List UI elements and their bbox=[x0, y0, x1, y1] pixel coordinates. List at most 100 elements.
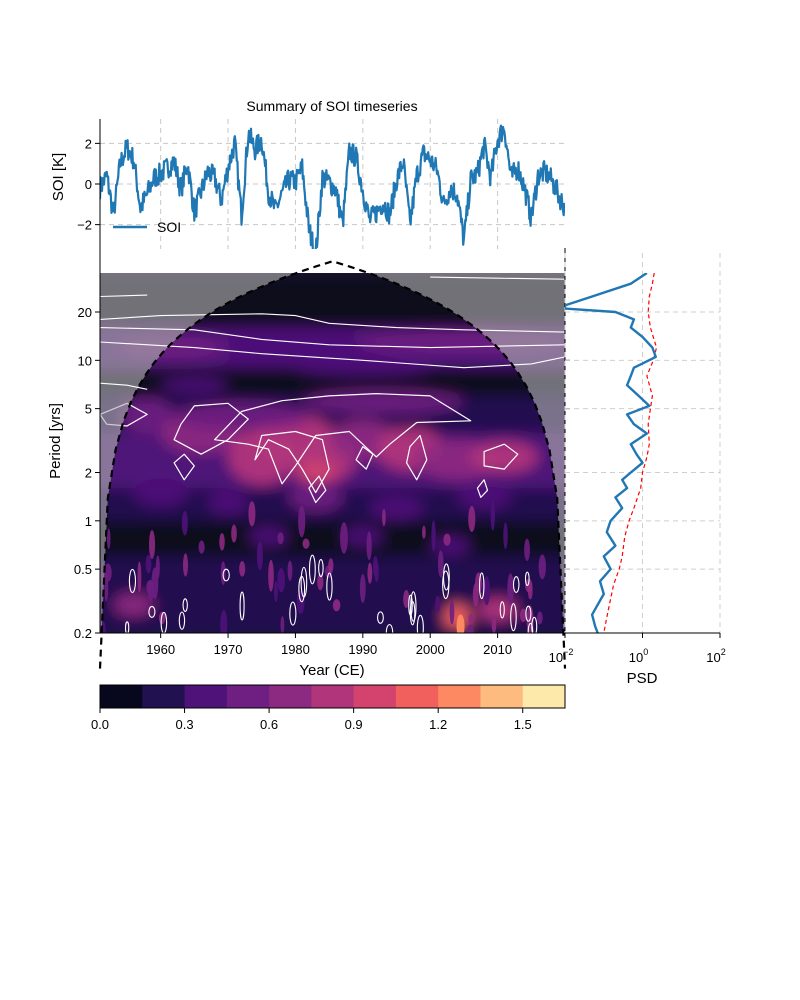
cone-of-influence-shading bbox=[100, 273, 565, 633]
hf-streak-1 bbox=[287, 560, 293, 581]
colorbar-tick-label-1: 0.3 bbox=[176, 717, 194, 732]
significance-contour-6 bbox=[406, 434, 428, 481]
hf-streak-67 bbox=[220, 609, 228, 633]
psd-xticks: 10−2 100 102 bbox=[549, 633, 726, 665]
significance-contour-5 bbox=[355, 446, 374, 470]
hf-streak-12 bbox=[538, 554, 546, 580]
coi-contour-5 bbox=[100, 294, 148, 298]
wavelet-power-field bbox=[100, 273, 565, 633]
power-blob-17 bbox=[207, 490, 249, 515]
colorbar-tick-label-3: 0.9 bbox=[345, 717, 363, 732]
hf-streak-33 bbox=[524, 538, 530, 561]
hf-streak-42 bbox=[256, 541, 263, 570]
hf-contour-3 bbox=[124, 621, 130, 633]
psd-xtick-label-2: 102 bbox=[706, 647, 725, 665]
hf-contour-15 bbox=[160, 611, 168, 633]
colorbar-cell-8 bbox=[438, 685, 481, 708]
wavelet-ytick-label-3: 2 bbox=[85, 466, 92, 481]
hf-streak-41 bbox=[181, 511, 188, 536]
colorbar-cell-2 bbox=[184, 685, 228, 708]
timeseries-ylabel: SOI [K] bbox=[50, 153, 67, 201]
coi-contour-3 bbox=[100, 382, 148, 390]
timeseries-ytick-label-2: −2 bbox=[77, 218, 92, 233]
wavelet-power-blobs bbox=[100, 273, 565, 633]
psd-panel: 10−2 100 102 PSD bbox=[549, 253, 726, 687]
hf-streak-26 bbox=[449, 600, 455, 625]
hf-streak-69 bbox=[280, 616, 285, 633]
hf-streak-35 bbox=[106, 528, 111, 550]
wavelet-xticks: 1960 1970 1980 1990 2000 2010 bbox=[146, 633, 512, 657]
hf-streak-49 bbox=[248, 501, 256, 527]
hf-contour-19 bbox=[178, 611, 186, 630]
psd-xtick-label-1: 100 bbox=[629, 647, 648, 665]
significance-contour-9 bbox=[476, 479, 489, 498]
colorbar-cell-1 bbox=[142, 685, 186, 708]
psd-xlabel: PSD bbox=[627, 670, 658, 687]
hf-streak-66 bbox=[491, 615, 497, 633]
coi-contour-1 bbox=[100, 327, 565, 349]
significance-contour-2 bbox=[254, 430, 330, 494]
wavelet-ytick-label-4: 1 bbox=[85, 514, 92, 529]
hf-contour-4 bbox=[512, 576, 520, 593]
hf-contour-27 bbox=[442, 570, 450, 600]
wavelet-ytick-label-5: 0.5 bbox=[74, 562, 92, 577]
hf-streak-46 bbox=[340, 522, 348, 554]
hf-streak-64 bbox=[536, 611, 543, 625]
power-blob-9 bbox=[174, 401, 309, 430]
hf-streak-5 bbox=[466, 624, 474, 633]
power-blob-14 bbox=[295, 359, 431, 376]
hf-contour-28 bbox=[410, 591, 417, 622]
wavelet-xtick-label-1980: 1980 bbox=[281, 642, 310, 657]
significance-contours bbox=[100, 393, 519, 504]
timeseries-title: Summary of SOI timeseries bbox=[246, 98, 417, 114]
hf-streak-29 bbox=[328, 558, 334, 573]
colorbar-cell-3 bbox=[226, 685, 270, 708]
coi-region-contours bbox=[100, 276, 565, 390]
power-blob-15 bbox=[160, 377, 229, 394]
hf-streak-16 bbox=[146, 580, 153, 595]
hf-streak-20 bbox=[519, 608, 527, 623]
hf-contour-18 bbox=[128, 568, 137, 594]
hf-streak-36 bbox=[490, 500, 495, 531]
hf-streak-51 bbox=[374, 561, 379, 583]
wavelet-ytick-label-6: 0.2 bbox=[74, 626, 92, 641]
significance-contour-8 bbox=[308, 475, 327, 504]
wavelet-ytick-label-2: 5 bbox=[85, 402, 92, 417]
hf-streak-59 bbox=[151, 567, 159, 600]
hf-contour-20 bbox=[326, 572, 333, 601]
hf-streak-45 bbox=[273, 581, 278, 603]
hf-streak-37 bbox=[268, 559, 274, 592]
soi-series-line bbox=[100, 124, 565, 249]
timeseries-legend: SOI bbox=[113, 219, 181, 235]
hf-contour-23 bbox=[318, 559, 324, 578]
hf-contour-22 bbox=[182, 598, 188, 612]
wavelet-xtick-label-2000: 2000 bbox=[416, 642, 445, 657]
hf-contour-13 bbox=[222, 568, 230, 582]
hf-streak-54 bbox=[317, 573, 324, 591]
significance-contour-1 bbox=[214, 393, 472, 485]
colorbar-tick-label-4: 1.2 bbox=[429, 717, 447, 732]
coi-contour-0 bbox=[100, 313, 565, 333]
hf-streak-40 bbox=[366, 531, 372, 561]
hf-streak-52 bbox=[468, 613, 474, 625]
power-blob-20 bbox=[457, 485, 512, 510]
hf-streak-19 bbox=[239, 561, 246, 577]
colorbar-cell-7 bbox=[395, 685, 439, 708]
power-blob-8 bbox=[470, 440, 539, 473]
hf-streak-60 bbox=[403, 590, 410, 609]
hf-contour-29 bbox=[499, 601, 505, 619]
psd-xtick-label-0: 10−2 bbox=[549, 647, 574, 665]
hf-contour-21 bbox=[527, 622, 534, 633]
hf-streak-63 bbox=[437, 550, 444, 578]
power-blob-18 bbox=[288, 483, 343, 512]
timeseries-ytick-label-1: 0 bbox=[85, 177, 92, 192]
hf-streak-62 bbox=[277, 532, 284, 545]
power-blob-16 bbox=[133, 478, 188, 507]
hf-contour-2 bbox=[524, 571, 530, 586]
power-blob-24 bbox=[295, 462, 336, 483]
hf-streak-47 bbox=[507, 573, 514, 604]
wavelet-ylabel: Period [yrs] bbox=[47, 403, 64, 479]
hf-streak-7 bbox=[382, 509, 386, 527]
